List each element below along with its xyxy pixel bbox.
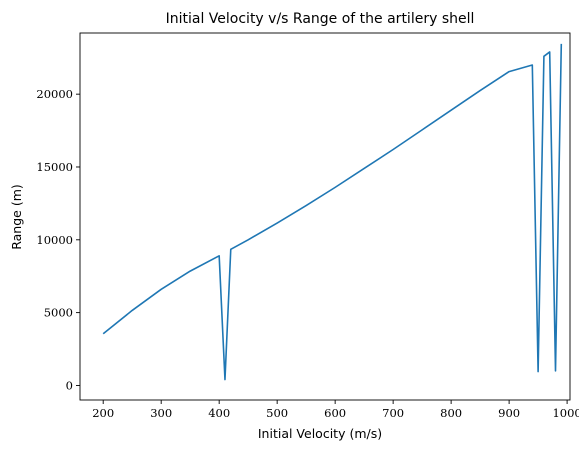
x-axis: 200 300 400 500 600 700 800 900 1000 bbox=[92, 400, 579, 420]
x-tick-label: 700 bbox=[382, 406, 404, 420]
chart-title: Initial Velocity v/s Range of the artile… bbox=[166, 11, 475, 27]
plot-area bbox=[80, 33, 570, 400]
y-tick-label: 20000 bbox=[36, 87, 73, 101]
series-line bbox=[103, 44, 561, 380]
x-tick-label: 600 bbox=[324, 406, 346, 420]
axes-frame bbox=[80, 33, 570, 400]
y-tick-label: 15000 bbox=[36, 160, 73, 174]
x-tick-label: 400 bbox=[208, 406, 230, 420]
x-tick-label: 900 bbox=[498, 406, 520, 420]
y-tick-label: 5000 bbox=[44, 306, 73, 320]
x-tick-label: 800 bbox=[440, 406, 462, 420]
x-tick-label: 200 bbox=[92, 406, 114, 420]
y-axis: 0 5000 10000 15000 20000 bbox=[36, 87, 80, 392]
x-tick-label: 1000 bbox=[552, 406, 579, 420]
y-axis-label: Range (m) bbox=[9, 184, 24, 250]
x-tick-label: 500 bbox=[266, 406, 288, 420]
x-axis-label: Initial Velocity (m/s) bbox=[258, 426, 382, 441]
y-tick-label: 0 bbox=[66, 378, 73, 392]
y-tick-label: 10000 bbox=[36, 233, 73, 247]
x-tick-label: 300 bbox=[150, 406, 172, 420]
